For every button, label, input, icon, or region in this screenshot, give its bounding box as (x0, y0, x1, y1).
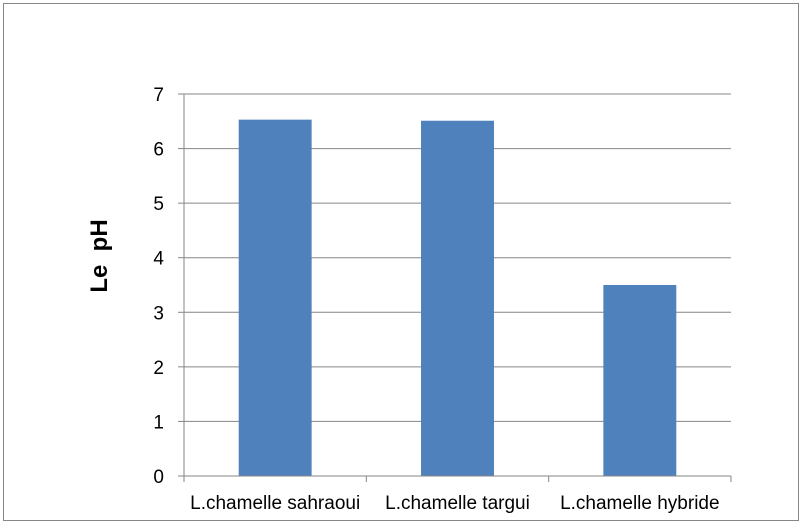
bar (421, 120, 494, 477)
y-tick-label: 6 (153, 140, 164, 161)
axes (178, 93, 732, 482)
bar (238, 119, 312, 477)
y-axis-title: Le pH (86, 219, 113, 292)
x-tick-label: L.chamelle sahraoui (190, 493, 360, 514)
x-tick-labels: L.chamelle sahraoui L.chamelle targui L.ch… (190, 493, 719, 514)
y-tick-labels: 0 1 2 3 4 5 6 7 (153, 85, 164, 488)
y-tick-label: 0 (153, 467, 164, 488)
y-tick-label: 7 (153, 85, 164, 106)
x-tick-label: L.chamelle targui (385, 493, 530, 514)
y-tick-label: 5 (153, 194, 164, 215)
y-tick-label: 4 (153, 249, 164, 270)
y-tick-label: 3 (153, 303, 164, 324)
y-tick-label: 1 (153, 412, 164, 433)
bar (603, 285, 677, 476)
y-tick-label: 2 (153, 358, 164, 379)
bars (238, 119, 677, 477)
x-tick-label: L.chamelle hybride (560, 493, 719, 514)
